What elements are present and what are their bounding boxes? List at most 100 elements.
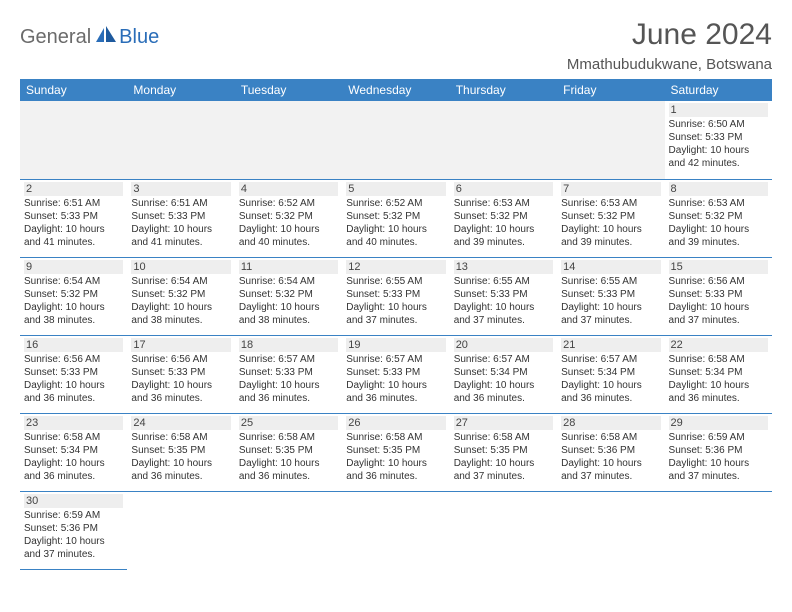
weekday-header: Friday	[557, 79, 664, 101]
day-info: Sunrise: 6:58 AMSunset: 5:34 PMDaylight:…	[24, 431, 123, 483]
calendar-cell	[557, 101, 664, 179]
day-number: 26	[346, 416, 445, 430]
weekday-header: Wednesday	[342, 79, 449, 101]
day-info: Sunrise: 6:53 AMSunset: 5:32 PMDaylight:…	[454, 197, 553, 249]
day-number: 23	[24, 416, 123, 430]
weekday-header: Saturday	[665, 79, 772, 101]
calendar-cell	[450, 101, 557, 179]
calendar-cell: 26Sunrise: 6:58 AMSunset: 5:35 PMDayligh…	[342, 413, 449, 491]
day-number: 14	[561, 260, 660, 274]
calendar-cell: 1Sunrise: 6:50 AMSunset: 5:33 PMDaylight…	[665, 101, 772, 179]
day-number: 3	[131, 182, 230, 196]
calendar-cell: 23Sunrise: 6:58 AMSunset: 5:34 PMDayligh…	[20, 413, 127, 491]
month-title: June 2024	[567, 18, 772, 52]
day-info: Sunrise: 6:57 AMSunset: 5:33 PMDaylight:…	[239, 353, 338, 405]
logo: General Blue	[20, 26, 159, 49]
calendar-cell: 13Sunrise: 6:55 AMSunset: 5:33 PMDayligh…	[450, 257, 557, 335]
day-info: Sunrise: 6:58 AMSunset: 5:35 PMDaylight:…	[239, 431, 338, 483]
calendar-cell	[557, 491, 664, 569]
calendar-cell: 29Sunrise: 6:59 AMSunset: 5:36 PMDayligh…	[665, 413, 772, 491]
weekday-header: Tuesday	[235, 79, 342, 101]
day-info: Sunrise: 6:53 AMSunset: 5:32 PMDaylight:…	[669, 197, 768, 249]
calendar-cell: 3Sunrise: 6:51 AMSunset: 5:33 PMDaylight…	[127, 179, 234, 257]
day-info: Sunrise: 6:50 AMSunset: 5:33 PMDaylight:…	[669, 118, 768, 170]
calendar-cell: 12Sunrise: 6:55 AMSunset: 5:33 PMDayligh…	[342, 257, 449, 335]
calendar-table: SundayMondayTuesdayWednesdayThursdayFrid…	[20, 79, 772, 570]
day-number: 9	[24, 260, 123, 274]
day-number: 1	[669, 103, 768, 117]
day-number: 16	[24, 338, 123, 352]
day-info: Sunrise: 6:58 AMSunset: 5:35 PMDaylight:…	[454, 431, 553, 483]
day-info: Sunrise: 6:59 AMSunset: 5:36 PMDaylight:…	[669, 431, 768, 483]
calendar-cell: 14Sunrise: 6:55 AMSunset: 5:33 PMDayligh…	[557, 257, 664, 335]
day-info: Sunrise: 6:57 AMSunset: 5:33 PMDaylight:…	[346, 353, 445, 405]
logo-text-general: General	[20, 26, 91, 49]
calendar-cell	[127, 491, 234, 569]
day-number: 6	[454, 182, 553, 196]
day-number: 22	[669, 338, 768, 352]
weekday-header: Thursday	[450, 79, 557, 101]
day-info: Sunrise: 6:55 AMSunset: 5:33 PMDaylight:…	[454, 275, 553, 327]
day-number: 10	[131, 260, 230, 274]
day-number: 11	[239, 260, 338, 274]
day-info: Sunrise: 6:56 AMSunset: 5:33 PMDaylight:…	[669, 275, 768, 327]
calendar-cell	[342, 101, 449, 179]
calendar-cell: 22Sunrise: 6:58 AMSunset: 5:34 PMDayligh…	[665, 335, 772, 413]
day-info: Sunrise: 6:58 AMSunset: 5:35 PMDaylight:…	[346, 431, 445, 483]
day-number: 13	[454, 260, 553, 274]
weekday-header: Sunday	[20, 79, 127, 101]
calendar-cell: 19Sunrise: 6:57 AMSunset: 5:33 PMDayligh…	[342, 335, 449, 413]
header: General Blue June 2024 Mmathubudukwane, …	[20, 18, 772, 73]
calendar-cell	[20, 101, 127, 179]
calendar-cell	[235, 101, 342, 179]
calendar-cell: 20Sunrise: 6:57 AMSunset: 5:34 PMDayligh…	[450, 335, 557, 413]
day-info: Sunrise: 6:54 AMSunset: 5:32 PMDaylight:…	[131, 275, 230, 327]
calendar-cell: 16Sunrise: 6:56 AMSunset: 5:33 PMDayligh…	[20, 335, 127, 413]
day-number: 15	[669, 260, 768, 274]
calendar-cell: 24Sunrise: 6:58 AMSunset: 5:35 PMDayligh…	[127, 413, 234, 491]
day-number: 24	[131, 416, 230, 430]
calendar-cell: 21Sunrise: 6:57 AMSunset: 5:34 PMDayligh…	[557, 335, 664, 413]
day-number: 18	[239, 338, 338, 352]
day-number: 28	[561, 416, 660, 430]
calendar-cell: 9Sunrise: 6:54 AMSunset: 5:32 PMDaylight…	[20, 257, 127, 335]
calendar-cell: 17Sunrise: 6:56 AMSunset: 5:33 PMDayligh…	[127, 335, 234, 413]
day-info: Sunrise: 6:58 AMSunset: 5:34 PMDaylight:…	[669, 353, 768, 405]
calendar-cell: 2Sunrise: 6:51 AMSunset: 5:33 PMDaylight…	[20, 179, 127, 257]
logo-text-blue: Blue	[119, 26, 159, 49]
logo-sail-icon	[95, 26, 117, 49]
calendar-cell: 4Sunrise: 6:52 AMSunset: 5:32 PMDaylight…	[235, 179, 342, 257]
day-number: 29	[669, 416, 768, 430]
day-info: Sunrise: 6:57 AMSunset: 5:34 PMDaylight:…	[561, 353, 660, 405]
day-info: Sunrise: 6:52 AMSunset: 5:32 PMDaylight:…	[239, 197, 338, 249]
calendar-cell: 30Sunrise: 6:59 AMSunset: 5:36 PMDayligh…	[20, 491, 127, 569]
day-info: Sunrise: 6:55 AMSunset: 5:33 PMDaylight:…	[561, 275, 660, 327]
calendar-cell: 15Sunrise: 6:56 AMSunset: 5:33 PMDayligh…	[665, 257, 772, 335]
weekday-header: Monday	[127, 79, 234, 101]
day-number: 19	[346, 338, 445, 352]
day-info: Sunrise: 6:54 AMSunset: 5:32 PMDaylight:…	[239, 275, 338, 327]
calendar-cell: 28Sunrise: 6:58 AMSunset: 5:36 PMDayligh…	[557, 413, 664, 491]
day-info: Sunrise: 6:51 AMSunset: 5:33 PMDaylight:…	[131, 197, 230, 249]
day-number: 12	[346, 260, 445, 274]
day-info: Sunrise: 6:58 AMSunset: 5:35 PMDaylight:…	[131, 431, 230, 483]
day-number: 2	[24, 182, 123, 196]
day-number: 25	[239, 416, 338, 430]
day-number: 27	[454, 416, 553, 430]
day-number: 8	[669, 182, 768, 196]
day-info: Sunrise: 6:51 AMSunset: 5:33 PMDaylight:…	[24, 197, 123, 249]
calendar-cell	[127, 101, 234, 179]
day-info: Sunrise: 6:56 AMSunset: 5:33 PMDaylight:…	[24, 353, 123, 405]
location: Mmathubudukwane, Botswana	[567, 56, 772, 73]
day-info: Sunrise: 6:54 AMSunset: 5:32 PMDaylight:…	[24, 275, 123, 327]
day-number: 21	[561, 338, 660, 352]
calendar-cell: 27Sunrise: 6:58 AMSunset: 5:35 PMDayligh…	[450, 413, 557, 491]
day-number: 17	[131, 338, 230, 352]
calendar-cell: 18Sunrise: 6:57 AMSunset: 5:33 PMDayligh…	[235, 335, 342, 413]
calendar-cell: 7Sunrise: 6:53 AMSunset: 5:32 PMDaylight…	[557, 179, 664, 257]
day-number: 4	[239, 182, 338, 196]
calendar-cell: 11Sunrise: 6:54 AMSunset: 5:32 PMDayligh…	[235, 257, 342, 335]
calendar-cell: 6Sunrise: 6:53 AMSunset: 5:32 PMDaylight…	[450, 179, 557, 257]
calendar-cell	[342, 491, 449, 569]
calendar-cell: 8Sunrise: 6:53 AMSunset: 5:32 PMDaylight…	[665, 179, 772, 257]
